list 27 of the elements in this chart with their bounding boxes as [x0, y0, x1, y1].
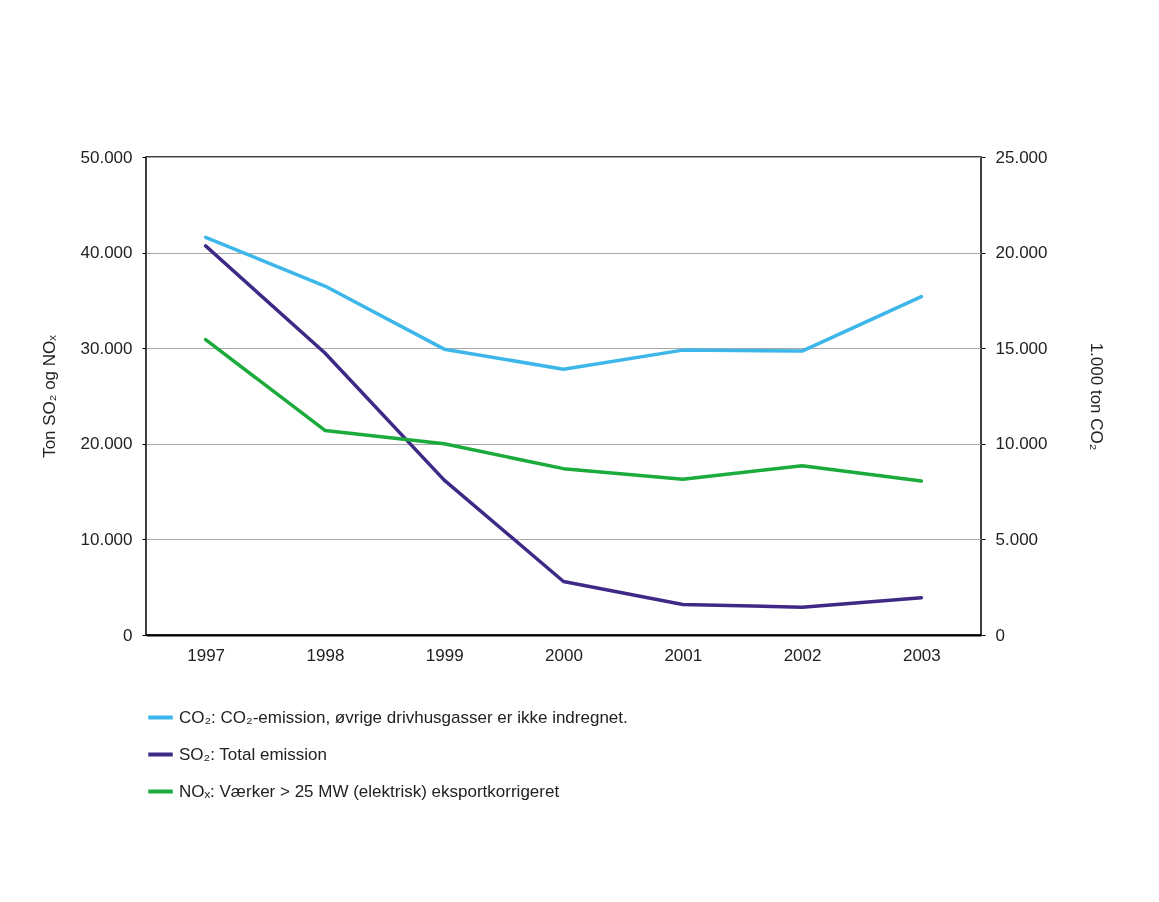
x-tick-label: 1997: [187, 645, 226, 665]
y2-tick-label: 0: [995, 625, 1005, 645]
y2-axis-title: 1.000 ton CO₂: [1087, 342, 1107, 451]
y2-tick-label: 25.000: [995, 147, 1048, 167]
y-tick-label: 50.000: [80, 147, 133, 167]
x-tick-label: 2001: [664, 645, 703, 665]
y-tick-label: 40.000: [80, 243, 133, 263]
line-series: [203, 337, 924, 483]
y-tick-label: 30.000: [80, 338, 133, 358]
y2-tick-label: 5.000: [995, 529, 1039, 549]
x-tick-label: 1998: [306, 645, 345, 665]
x-tick-label: 1999: [425, 645, 464, 665]
y-tick-label: 0: [123, 625, 133, 645]
y2-tick-label: 15.000: [995, 338, 1048, 358]
legend-label: SO₂: Total emission: [179, 744, 328, 764]
legend-label: NOₓ: Værker > 25 MW (elektrisk) eksportkorrigeret: [179, 781, 560, 801]
y-tick-label: 10.000: [80, 529, 133, 549]
line-series: [203, 235, 924, 371]
y-tick-label: 20.000: [80, 434, 133, 454]
y2-tick-label: 20.000: [995, 243, 1048, 263]
x-tick-label: 2003: [902, 645, 941, 665]
legend-label: CO₂: CO₂-emission, øvrige drivhusgasser er ikke indregnet.: [179, 707, 628, 727]
y-axis-title: Ton SO₂ og NOₓ: [39, 334, 59, 458]
x-tick-label: 2000: [545, 645, 583, 665]
y2-tick-label: 10.000: [995, 434, 1048, 454]
line-series: [203, 244, 924, 610]
x-tick-label: 2002: [783, 645, 822, 665]
